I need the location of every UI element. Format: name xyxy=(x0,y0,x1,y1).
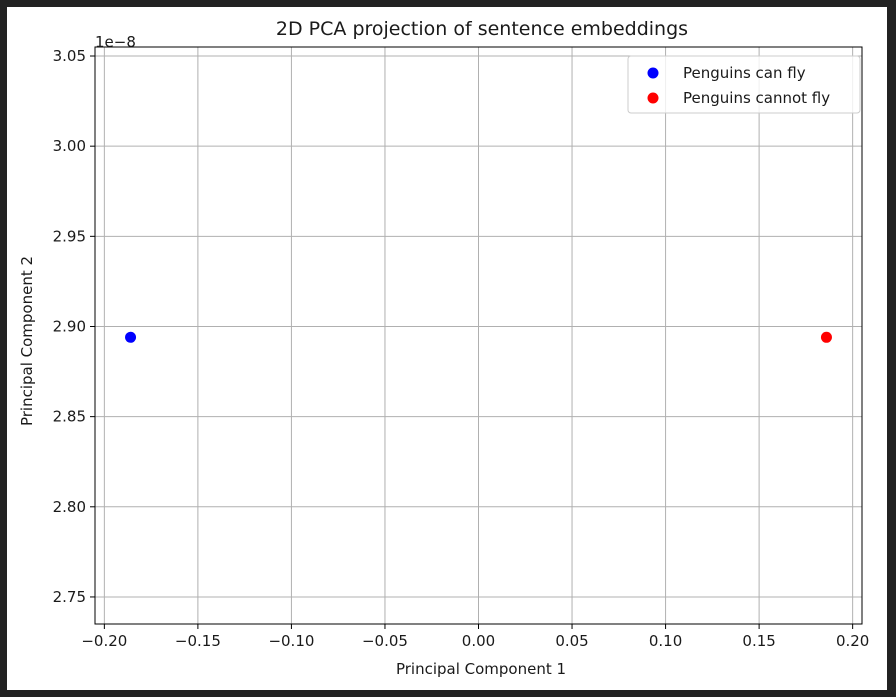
x-tick-label: −0.05 xyxy=(362,632,408,650)
x-axis-label: Principal Component 1 xyxy=(396,660,566,678)
data-points xyxy=(125,331,832,343)
x-tick-label: 0.20 xyxy=(836,632,869,650)
x-tick-label: −0.20 xyxy=(81,632,127,650)
chart-title: 2D PCA projection of sentence embeddings xyxy=(276,18,688,40)
legend-marker xyxy=(647,92,659,104)
y-tick-label: 3.05 xyxy=(53,47,86,65)
legend-label: Penguins cannot fly xyxy=(683,89,830,107)
y-tick-label: 2.85 xyxy=(53,408,86,426)
y-axis-label: Principal Component 2 xyxy=(18,256,36,426)
y-tick-label: 2.75 xyxy=(53,588,86,606)
data-point-series-2 xyxy=(820,331,832,343)
axis-ticks: −0.20 −0.15 −0.10 −0.05 0.00 0.05 0.10 0.15 0.20… xyxy=(53,47,870,650)
chart-figure: −0.20 −0.15 −0.10 −0.05 0.00 0.05 0.10 0.15 0.20… xyxy=(7,7,887,690)
legend-label: Penguins can fly xyxy=(683,64,806,82)
legend[interactable]: Penguins can fly Penguins cannot fly xyxy=(627,55,861,114)
x-tick-label: 0.00 xyxy=(462,632,495,650)
y-tick-label: 2.95 xyxy=(53,227,86,245)
x-tick-label: 0.05 xyxy=(555,632,588,650)
scatter-chart: −0.20 −0.15 −0.10 −0.05 0.00 0.05 0.10 0.15 0.20… xyxy=(18,18,870,678)
y-axis-offset-text: 1e−8 xyxy=(95,33,136,51)
grid xyxy=(95,47,862,624)
y-tick-label: 2.90 xyxy=(53,317,86,335)
x-tick-label: −0.15 xyxy=(175,632,221,650)
legend-box xyxy=(627,55,861,114)
x-tick-label: 0.15 xyxy=(742,632,775,650)
y-tick-label: 3.00 xyxy=(53,137,86,155)
legend-marker xyxy=(647,67,659,79)
x-tick-label: −0.10 xyxy=(268,632,314,650)
data-point-series-1 xyxy=(125,331,137,343)
x-tick-label: 0.10 xyxy=(649,632,682,650)
y-tick-label: 2.80 xyxy=(53,498,86,516)
